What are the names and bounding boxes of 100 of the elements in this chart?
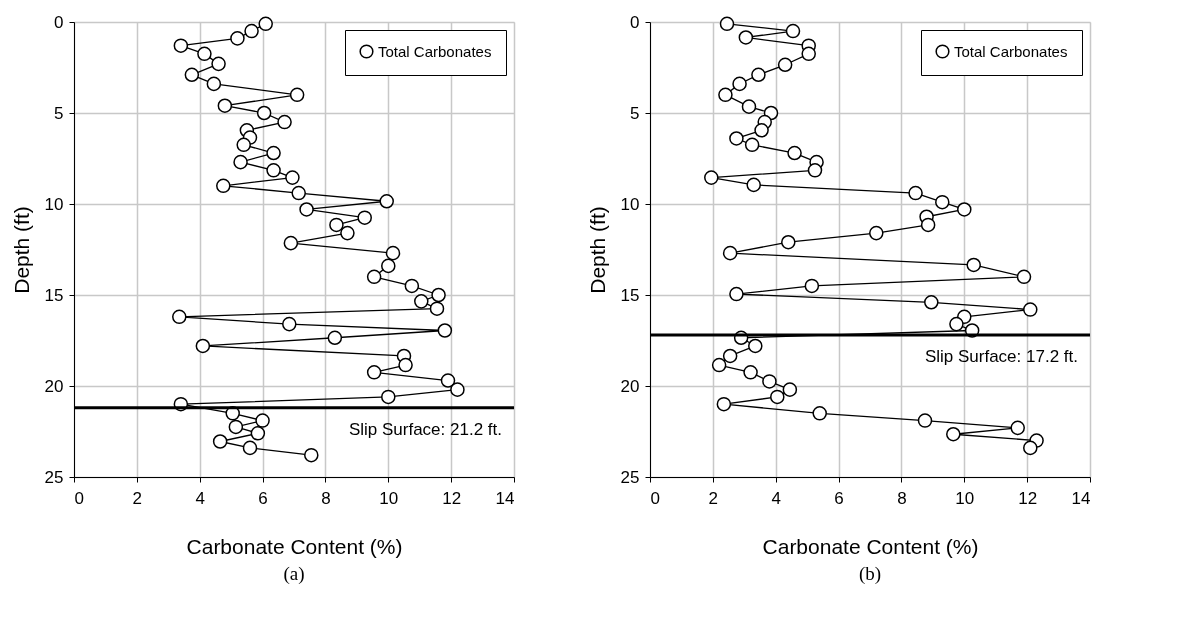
x-tick-label: 10 — [379, 488, 399, 508]
x-axis-title: Carbonate Content (%) — [186, 534, 403, 558]
point — [255, 413, 270, 428]
point — [266, 163, 281, 178]
point — [244, 23, 259, 39]
x-tick-label: 6 — [834, 488, 844, 508]
point — [751, 67, 766, 83]
point — [738, 30, 754, 45]
point — [197, 46, 212, 62]
point — [381, 389, 396, 405]
point — [216, 178, 231, 194]
y-tick-label: 0 — [630, 12, 640, 32]
x-tick-label: 10 — [955, 488, 975, 508]
x-tick-label: 6 — [258, 488, 268, 508]
y-tick-label: 15 — [620, 285, 640, 305]
point — [746, 177, 761, 193]
point — [299, 202, 314, 217]
point — [748, 338, 763, 354]
point — [277, 114, 292, 130]
point — [1023, 440, 1038, 456]
point — [743, 365, 758, 380]
point — [329, 217, 344, 233]
point — [381, 258, 396, 274]
y-tick-label: 20 — [620, 376, 640, 396]
point — [304, 447, 319, 463]
point — [404, 278, 420, 294]
point — [807, 163, 823, 178]
x-tick-label: 14 — [495, 488, 515, 508]
point — [732, 76, 747, 92]
point — [217, 98, 233, 113]
point — [230, 31, 245, 46]
point — [266, 145, 281, 161]
y-tick-label: 5 — [630, 103, 640, 123]
x-tick-label: 12 — [1018, 488, 1038, 508]
point — [722, 348, 738, 364]
point — [440, 373, 456, 388]
point — [414, 294, 429, 309]
point — [1016, 269, 1032, 285]
text: (b) — [858, 563, 882, 585]
point — [957, 202, 972, 217]
point — [754, 123, 769, 138]
x-tick-label: 8 — [897, 488, 907, 508]
point — [340, 225, 355, 241]
point — [206, 76, 222, 92]
legend-label: Total Carbonates — [954, 42, 1068, 60]
point — [741, 99, 757, 114]
point — [357, 210, 372, 225]
point — [291, 185, 306, 201]
point — [777, 57, 793, 73]
legend-label: Total Carbonates — [378, 42, 492, 60]
point — [366, 269, 382, 285]
point — [212, 434, 228, 449]
x-tick-label: 0 — [74, 488, 84, 508]
y-tick-label: 15 — [44, 285, 64, 305]
y-tick-label: 10 — [44, 194, 64, 214]
point — [173, 38, 189, 53]
point — [233, 154, 248, 170]
point — [366, 365, 382, 380]
ref-line-label: Slip Surface: 21.2 ft. — [348, 419, 502, 439]
point — [398, 357, 413, 373]
point — [785, 23, 801, 39]
y-tick-label: 10 — [620, 194, 640, 214]
point — [781, 234, 796, 250]
y-axis-title: Depth (ft) — [585, 206, 609, 294]
point — [711, 357, 727, 373]
y-tick-label: 25 — [44, 467, 64, 487]
point — [729, 286, 744, 302]
point — [195, 338, 211, 354]
point — [1023, 302, 1038, 317]
point — [718, 87, 733, 103]
point — [437, 323, 453, 338]
x-tick-label: 4 — [195, 488, 205, 508]
point — [920, 217, 936, 233]
x-tick-label: 2 — [708, 488, 719, 508]
point — [719, 16, 735, 32]
point — [282, 316, 297, 332]
point — [716, 396, 732, 412]
point — [385, 245, 401, 261]
point — [782, 382, 798, 397]
point — [285, 170, 300, 185]
point — [917, 413, 933, 428]
point — [966, 257, 981, 273]
point — [801, 46, 816, 62]
x-axis-title: Carbonate Content (%) — [762, 534, 979, 558]
y-axis-title: Depth (ft) — [9, 206, 33, 294]
point — [327, 330, 343, 346]
point — [1010, 420, 1025, 436]
x-tick-label: 4 — [771, 488, 781, 508]
point — [172, 309, 187, 325]
point — [228, 419, 244, 435]
point — [744, 137, 760, 153]
point — [946, 426, 961, 442]
point — [804, 278, 820, 294]
point — [256, 105, 272, 121]
y-tick-label: 0 — [54, 12, 64, 32]
x-tick-label: 8 — [321, 488, 331, 508]
text: (a) — [283, 563, 305, 585]
point — [949, 316, 964, 332]
point — [729, 131, 744, 146]
point — [935, 194, 950, 210]
